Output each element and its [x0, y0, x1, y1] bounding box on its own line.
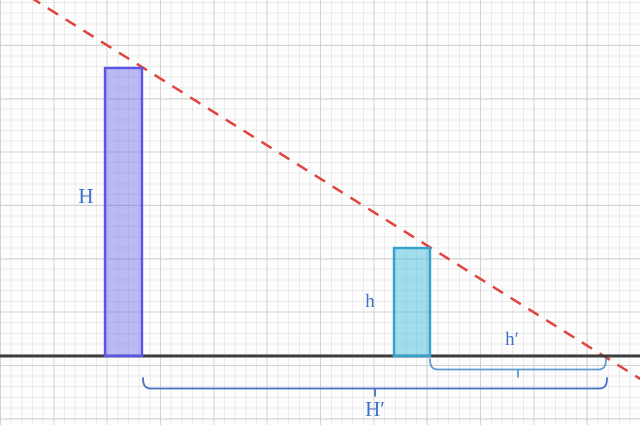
tall-height-label: H — [78, 184, 93, 208]
light-ray-dashed-line[interactable] — [30, 0, 640, 381]
small-rectangle[interactable] — [392, 246, 432, 358]
tall-shadow-label: H′ — [365, 397, 385, 421]
small-shadow-brace — [429, 358, 607, 378]
small-height-label: h — [365, 291, 375, 312]
small-shadow-label: h′ — [505, 329, 519, 350]
tall-shadow-brace — [142, 377, 608, 397]
tall-rectangle[interactable] — [103, 66, 144, 358]
